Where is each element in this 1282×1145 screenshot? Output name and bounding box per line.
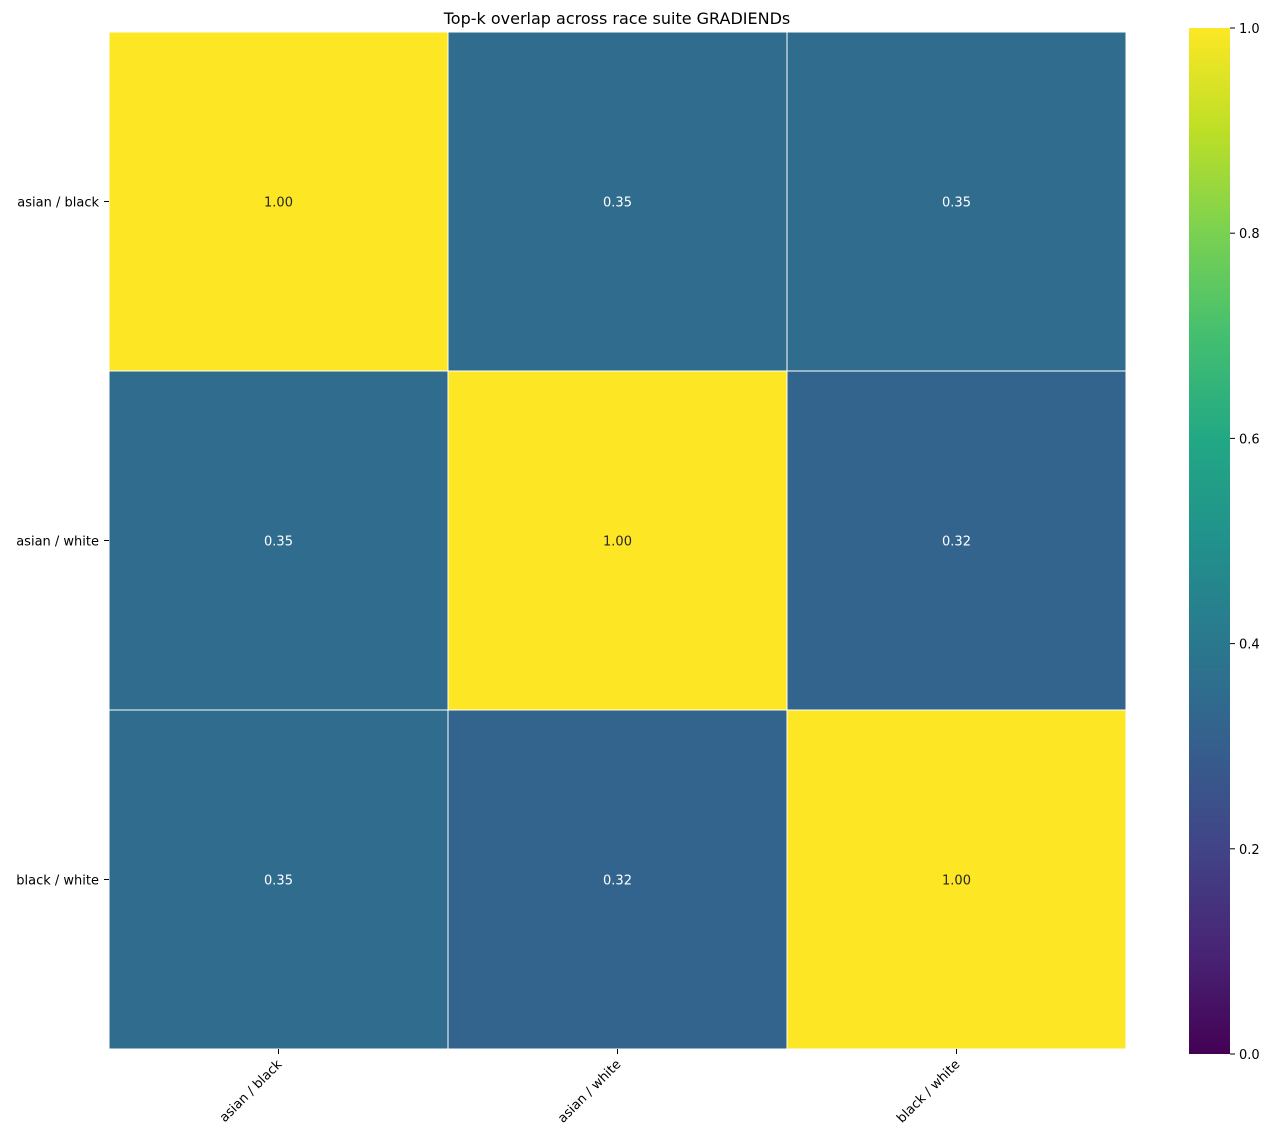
colorbar: 0.0 0.2 0.4 0.6 0.8 1.0	[1189, 22, 1260, 1063]
colorbar-gradient	[1189, 28, 1230, 1054]
cell-value-label-r2-c0: 0.35	[264, 874, 293, 889]
column-tick-label-2: black / white	[894, 1057, 963, 1126]
heatmap-cells	[108, 31, 1127, 1050]
heatmap-cell-r0-c2	[786, 31, 1127, 372]
cell-value-label-r1-c0: 0.35	[264, 535, 293, 550]
row-tick-labels: asian / black asian / white black / white	[16, 196, 109, 889]
row-tick-label-1: asian / white	[16, 535, 99, 550]
heatmap-cell-r2-c0	[108, 709, 449, 1050]
heatmap-cell-r0-c0	[108, 31, 449, 372]
heatmap-cell-r1-c0	[108, 370, 449, 711]
cell-value-label-r2-c2: 1.00	[942, 874, 971, 889]
colorbar-tick-label-1: 0.2	[1239, 843, 1260, 858]
colorbar-tick-label-5: 1.0	[1239, 22, 1260, 37]
column-tick-label-0: asian / black	[217, 1057, 286, 1126]
cell-value-label-r0-c2: 0.35	[942, 196, 971, 211]
heatmap-cell-r2-c1	[447, 709, 788, 1050]
colorbar-tick-label-3: 0.6	[1239, 432, 1260, 447]
heatmap-cell-labels: 1.00 0.35 0.35 0.35 1.00 0.32 0.35 0.32 1.00	[264, 196, 971, 889]
cell-value-label-r1-c2: 0.32	[942, 535, 971, 550]
chart-title: Top-k overlap across race suite GRADIEND…	[443, 9, 791, 28]
cell-value-label-r0-c1: 0.35	[603, 196, 632, 211]
row-tick-label-0: asian / black	[17, 196, 99, 211]
colorbar-tick-label-2: 0.4	[1239, 638, 1260, 653]
colorbar-ticks: 0.0 0.2 0.4 0.6 0.8 1.0	[1230, 22, 1260, 1063]
colorbar-tick-label-4: 0.8	[1239, 227, 1260, 242]
cell-value-label-r1-c1: 1.00	[603, 535, 632, 550]
column-tick-labels: asian / black asian / white black / white	[217, 1049, 963, 1126]
cell-value-label-r2-c1: 0.32	[603, 874, 632, 889]
column-tick-label-1: asian / white	[555, 1057, 624, 1126]
colorbar-tick-label-0: 0.0	[1239, 1048, 1260, 1063]
row-tick-label-2: black / white	[16, 874, 99, 889]
cell-value-label-r0-c0: 1.00	[264, 196, 293, 211]
heatmap-cell-r1-c2	[786, 370, 1127, 711]
heatmap-cell-r0-c1	[447, 31, 788, 372]
heatmap-cell-r1-c1	[447, 370, 788, 711]
